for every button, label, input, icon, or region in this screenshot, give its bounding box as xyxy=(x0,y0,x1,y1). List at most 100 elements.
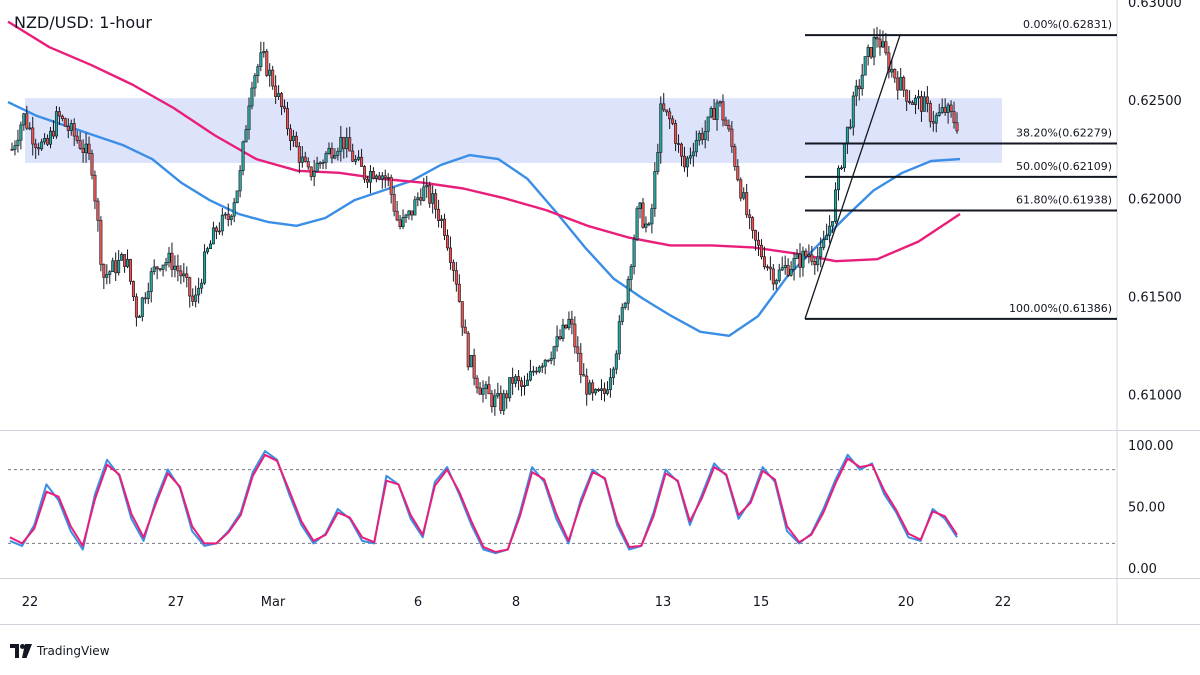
candle xyxy=(771,263,775,291)
candle xyxy=(839,165,843,170)
candle xyxy=(801,246,805,277)
candle-body xyxy=(451,262,455,271)
candle-body xyxy=(745,192,749,216)
candle xyxy=(96,197,100,232)
candle-body xyxy=(188,277,192,297)
candle-body xyxy=(306,161,310,168)
candle xyxy=(662,92,666,113)
fib-level-label: 38.20%(0.62279) xyxy=(1016,127,1112,140)
candle xyxy=(57,106,61,126)
candle-body xyxy=(582,374,586,377)
candle-body xyxy=(783,265,787,268)
candle-body xyxy=(404,214,408,218)
candle xyxy=(428,181,432,208)
candle-body xyxy=(395,210,399,221)
candle xyxy=(161,264,165,277)
candle xyxy=(469,354,473,368)
stochastic-axis-label: 100.00 xyxy=(1128,439,1174,454)
candle-body xyxy=(854,85,858,97)
candle-body xyxy=(348,137,352,152)
candle xyxy=(398,214,402,230)
candle xyxy=(235,190,239,204)
time-axis[interactable]: 22 27 Mar 6 8 13 15 20 22 xyxy=(22,595,1012,610)
candle xyxy=(81,139,85,163)
candle-body xyxy=(291,135,295,141)
candle-body xyxy=(531,370,535,373)
candle-body xyxy=(466,332,470,368)
stochastic-d-line xyxy=(9,453,958,553)
candle-body xyxy=(75,135,79,141)
candle xyxy=(274,75,278,104)
candle-body xyxy=(57,111,61,117)
candle xyxy=(288,124,292,151)
candle xyxy=(908,90,912,105)
stochastic-axis[interactable]: 100.00 50.00 0.00 xyxy=(1128,439,1174,577)
candle xyxy=(659,96,663,164)
candle xyxy=(887,46,891,79)
candle-body xyxy=(220,214,224,232)
candle xyxy=(93,170,97,210)
candle-body xyxy=(866,47,870,57)
candle xyxy=(451,259,455,282)
candle xyxy=(300,146,304,168)
tradingview-brand[interactable]: TradingView xyxy=(10,641,110,661)
candle-body xyxy=(40,141,44,150)
candle-body xyxy=(605,389,609,394)
candle-body xyxy=(194,294,198,302)
candle xyxy=(164,257,168,272)
candle-body xyxy=(914,97,918,105)
candle xyxy=(881,30,885,49)
candle xyxy=(419,188,423,206)
candle xyxy=(223,211,227,220)
candle xyxy=(848,119,852,130)
candle xyxy=(620,303,624,326)
candle xyxy=(682,146,686,172)
fib-level-label: 100.00%(0.61386) xyxy=(1009,302,1112,315)
candle-body xyxy=(303,156,307,162)
candle-body xyxy=(274,85,278,97)
candle-body xyxy=(496,393,500,397)
candle xyxy=(611,366,615,386)
candle xyxy=(629,263,633,291)
candle xyxy=(922,91,926,112)
candle-body xyxy=(469,354,473,368)
candle-body xyxy=(626,279,630,304)
candle-body xyxy=(374,175,378,179)
candle-body xyxy=(682,155,686,168)
candle-body xyxy=(277,93,281,97)
price-axis[interactable]: 0.63000 0.62500 0.62000 0.61500 0.61000 xyxy=(1128,0,1182,404)
candle xyxy=(540,362,544,373)
candle xyxy=(949,100,953,118)
candle-body xyxy=(265,51,269,76)
candle xyxy=(487,376,491,395)
fibonacci-retracement-layer[interactable]: 0.00%(0.62831) 38.20%(0.62279) 50.00%(0.62… xyxy=(804,18,1117,320)
candle-body xyxy=(297,146,301,163)
candle xyxy=(431,185,435,214)
candle xyxy=(863,56,867,76)
candle-body xyxy=(851,95,855,128)
candle-body xyxy=(617,321,621,355)
candle-body xyxy=(117,259,121,274)
candle-body xyxy=(324,153,328,163)
candle-body xyxy=(182,273,186,277)
candle-body xyxy=(931,121,935,124)
candle-body xyxy=(511,377,515,384)
candle xyxy=(407,210,411,220)
candle-body xyxy=(493,395,497,408)
candle xyxy=(401,209,405,230)
candle-body xyxy=(724,119,728,126)
candle xyxy=(238,165,242,198)
candle xyxy=(777,263,781,283)
candle xyxy=(167,246,171,268)
candles-layer xyxy=(10,26,959,416)
candle xyxy=(774,278,778,290)
candle xyxy=(321,159,325,170)
candle-body xyxy=(522,385,526,387)
candle xyxy=(834,182,838,224)
candle xyxy=(875,26,879,48)
candle xyxy=(632,234,636,275)
candle-body xyxy=(229,215,233,220)
candle-body xyxy=(434,193,438,210)
candle xyxy=(733,143,737,171)
